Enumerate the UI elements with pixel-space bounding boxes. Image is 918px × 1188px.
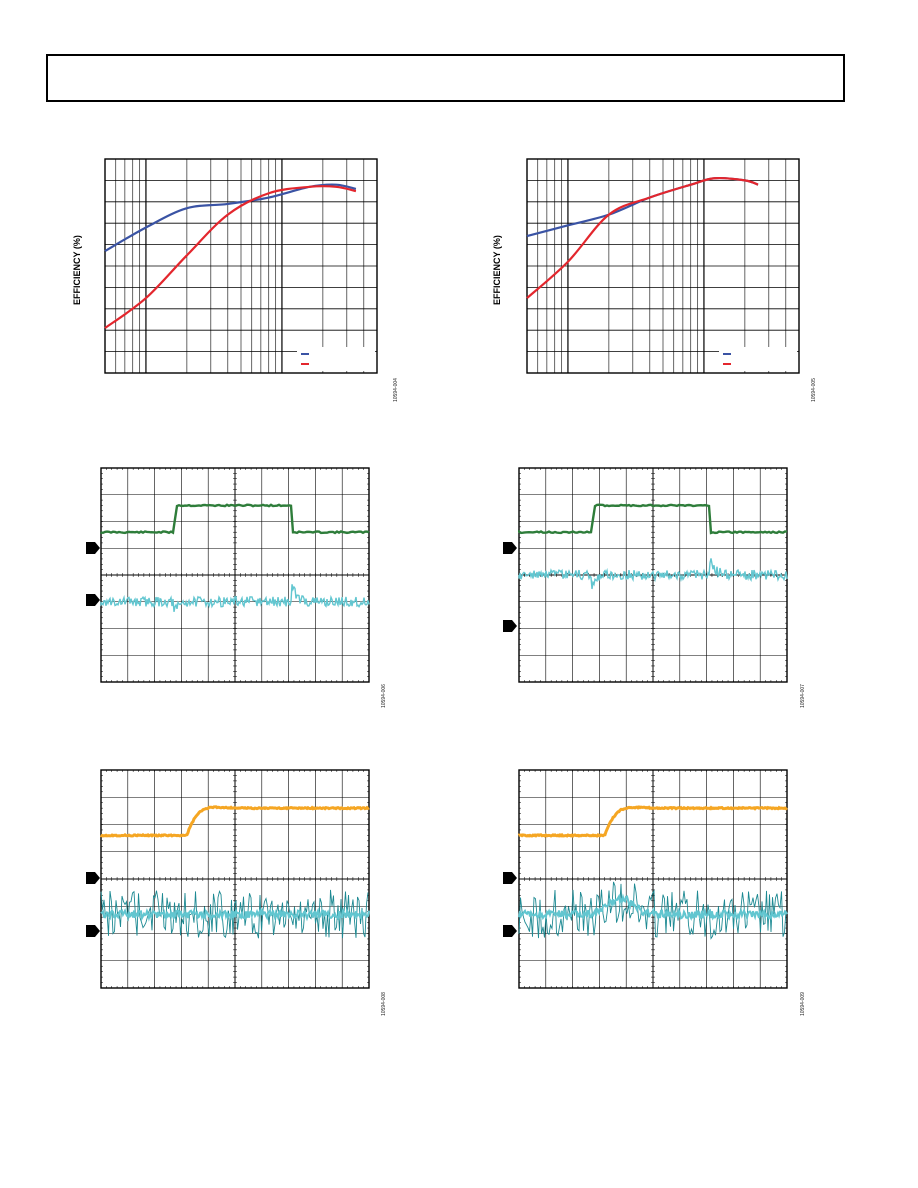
trace-ch2-envelope bbox=[100, 889, 369, 939]
efficiency-chart-2 bbox=[526, 158, 800, 374]
efficiency-plot bbox=[104, 158, 378, 374]
trace-ch2 bbox=[100, 584, 370, 612]
trace-ch2 bbox=[518, 558, 788, 590]
trace-ch1 bbox=[100, 503, 370, 535]
efficiency-plot bbox=[526, 158, 800, 374]
trace-ch1 bbox=[518, 503, 788, 535]
scope-frame bbox=[518, 769, 788, 989]
scope-screen bbox=[100, 467, 370, 683]
figure-code: 10594-006 bbox=[381, 684, 387, 708]
legend-box bbox=[719, 347, 797, 371]
scope-screen bbox=[518, 769, 788, 989]
series-line-2 bbox=[104, 185, 357, 329]
efficiency-y-axis-label: EFFICIENCY (%) bbox=[72, 235, 82, 305]
trace-ch2-envelope bbox=[518, 881, 787, 940]
scope-capture-4 bbox=[518, 769, 788, 989]
series-line-1 bbox=[104, 183, 357, 252]
efficiency-chart-1 bbox=[104, 158, 378, 374]
scope-screen bbox=[518, 467, 788, 683]
trace-ch1 bbox=[518, 805, 788, 838]
series-line-2 bbox=[526, 177, 759, 299]
efficiency-y-axis-label: EFFICIENCY (%) bbox=[492, 235, 502, 305]
scope-capture-3 bbox=[100, 769, 370, 989]
trace-ch1 bbox=[100, 805, 370, 838]
figure-code: 10594-008 bbox=[381, 992, 387, 1016]
legend-box bbox=[297, 347, 375, 371]
page-header-box bbox=[46, 54, 845, 102]
scope-capture-1 bbox=[100, 467, 370, 683]
scope-screen bbox=[100, 769, 370, 989]
scope-capture-2 bbox=[518, 467, 788, 683]
trace-ch2 bbox=[100, 906, 370, 922]
plot-frame bbox=[526, 158, 800, 374]
figure-code: 10594-005 bbox=[811, 378, 817, 402]
plot-frame bbox=[104, 158, 378, 374]
scope-frame bbox=[100, 769, 370, 989]
trace-ch2 bbox=[518, 893, 788, 922]
figure-code: 10594-009 bbox=[800, 992, 806, 1016]
figure-code: 10594-007 bbox=[800, 684, 806, 708]
scope-frame bbox=[100, 467, 370, 683]
figure-code: 10594-004 bbox=[393, 378, 399, 402]
